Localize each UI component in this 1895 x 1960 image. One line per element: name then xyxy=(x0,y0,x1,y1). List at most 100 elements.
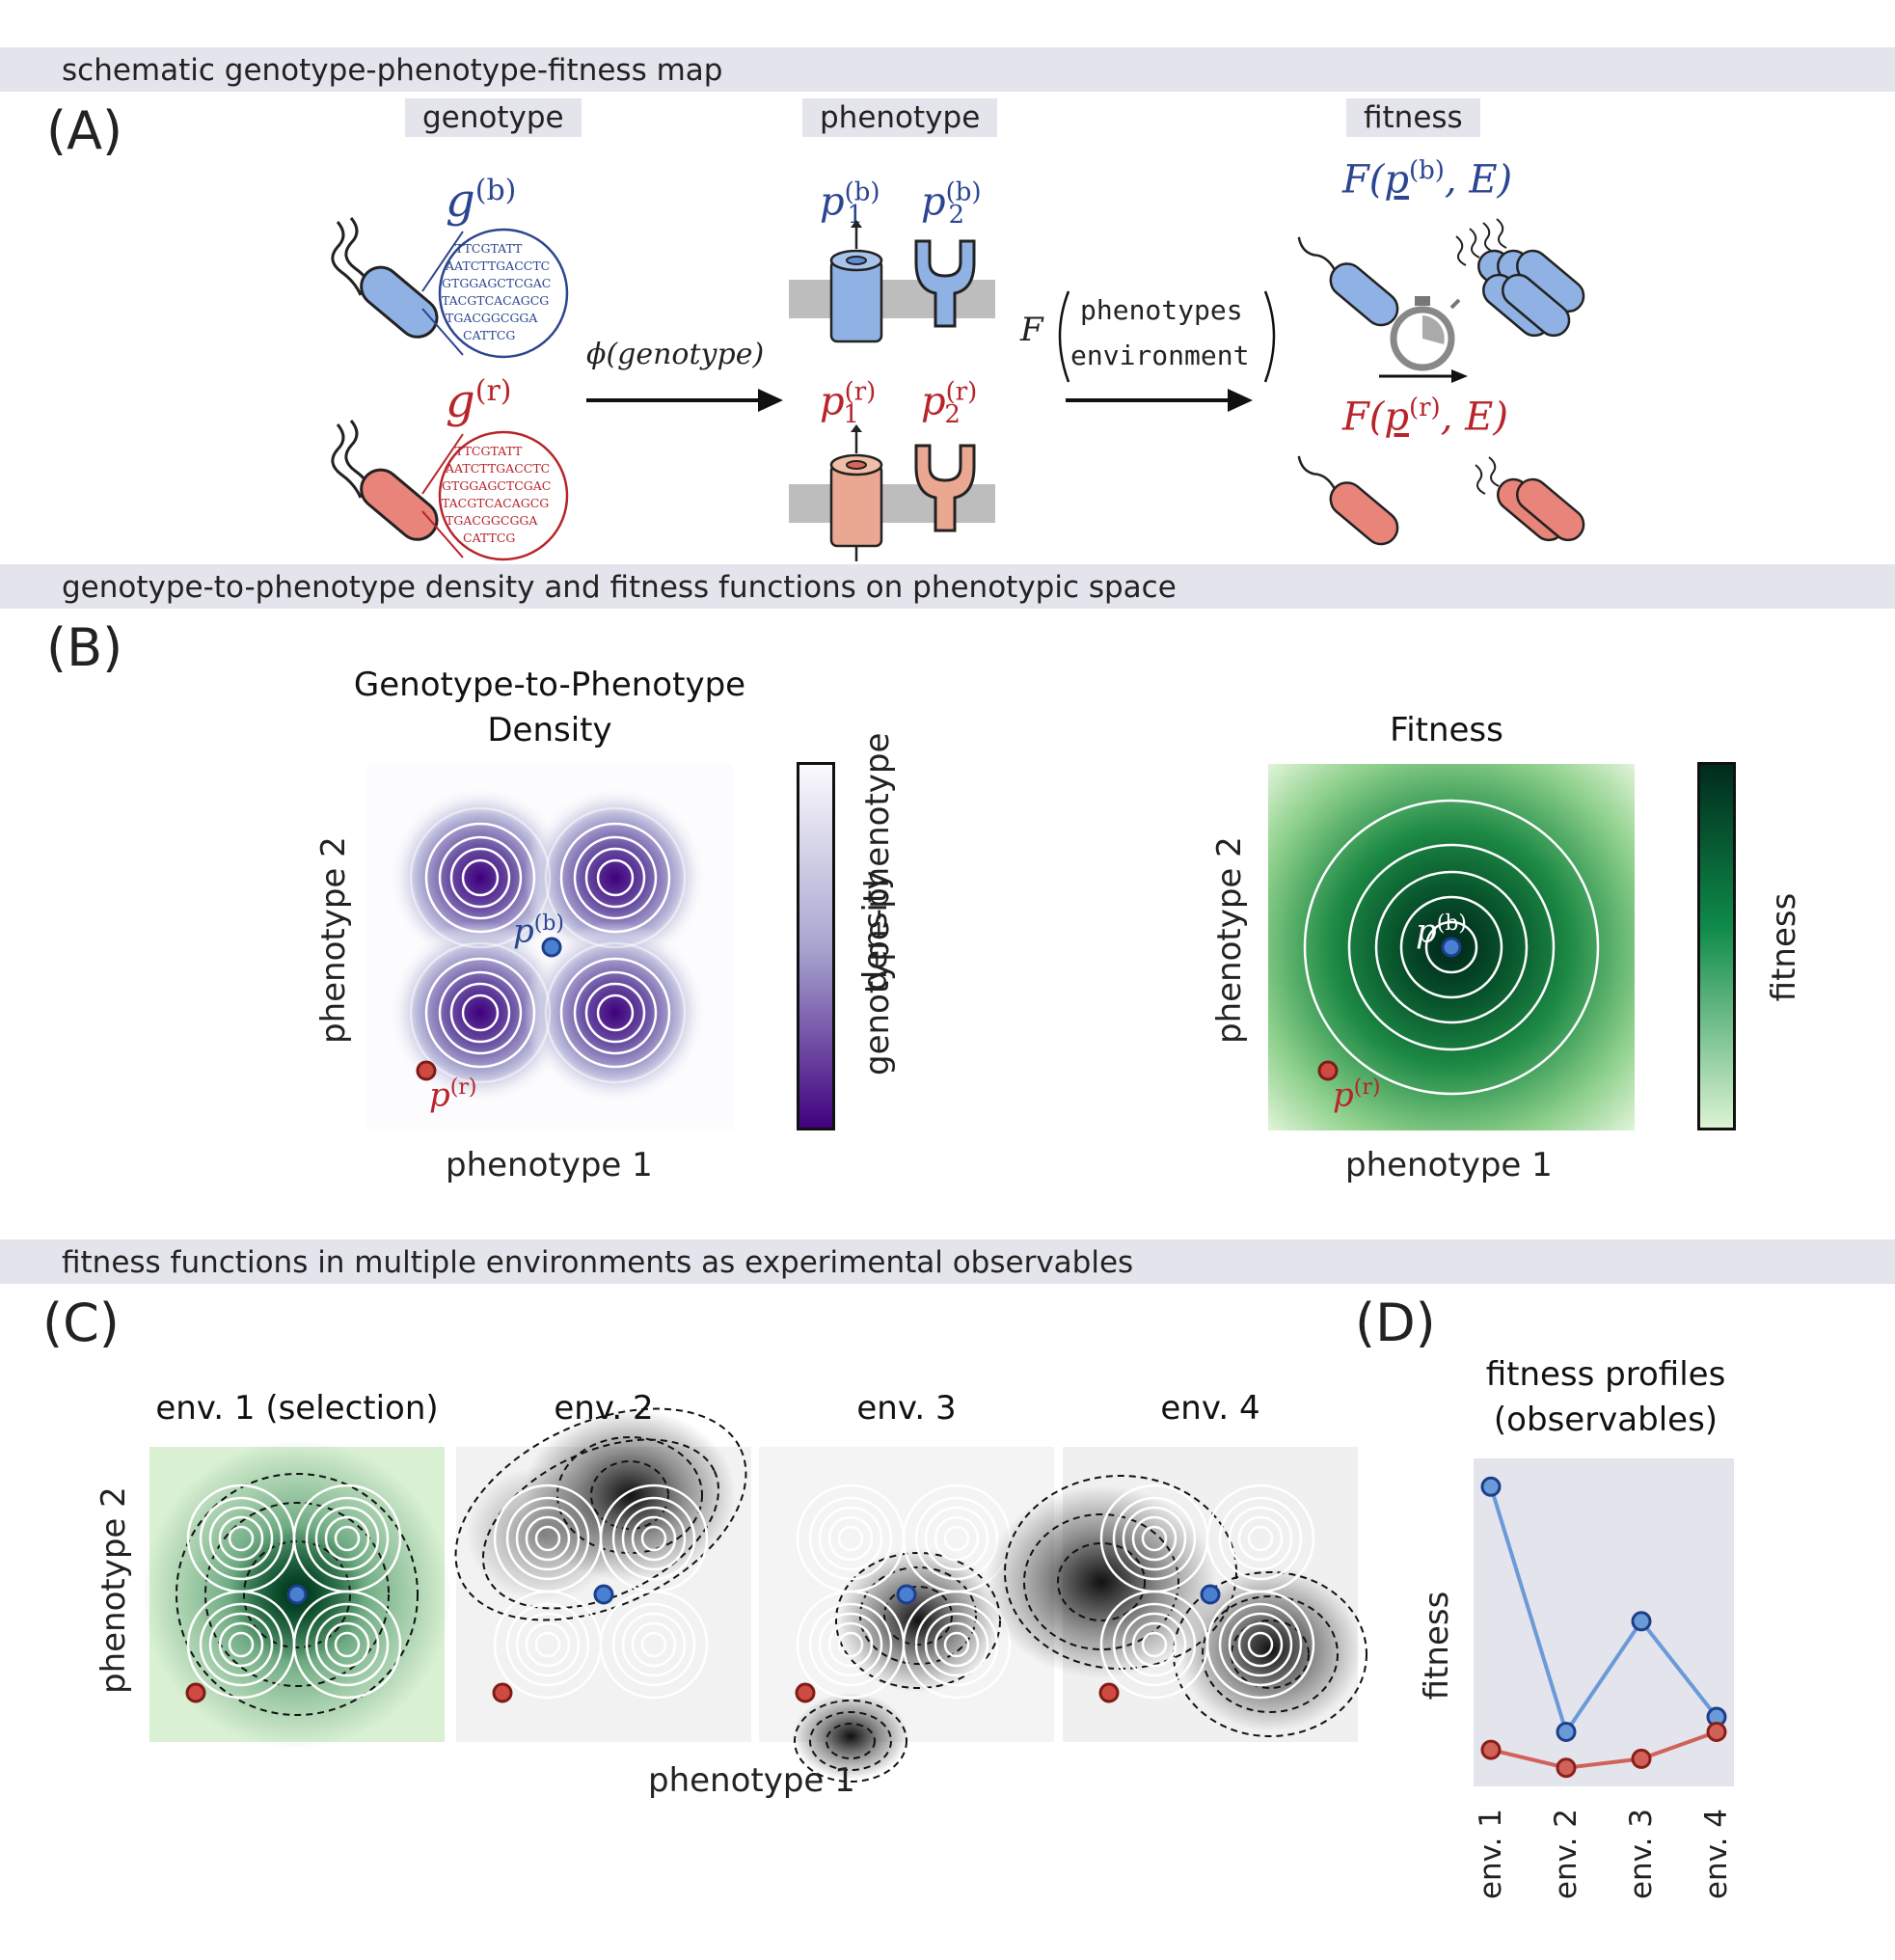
F-arg-phenotypes: phenotypes xyxy=(1080,294,1243,326)
env-density-contour xyxy=(599,1590,709,1700)
env-density-contour xyxy=(534,1525,561,1552)
dna-line: TACGTCACAGCG xyxy=(442,496,549,510)
fitness-p-r-label: p(r) xyxy=(1333,1075,1381,1115)
density-plot xyxy=(366,764,733,1130)
env-density-contour xyxy=(534,1631,561,1658)
env4-title: env. 4 xyxy=(1160,1389,1260,1428)
env-density-contour xyxy=(621,1612,687,1677)
panel-label-b: (B) xyxy=(46,617,123,678)
env-fitness-contour xyxy=(454,1407,747,1621)
env-density-contour xyxy=(314,1612,380,1677)
env2-plot xyxy=(454,1407,751,1742)
env1-plot xyxy=(143,1440,451,1749)
dna-line: GTGGAGCTCGAC xyxy=(442,478,551,493)
fitness-title: Fitness xyxy=(1390,711,1503,749)
density-colorbar-label-2: density xyxy=(856,870,895,992)
density-contour xyxy=(584,847,646,909)
density-contour xyxy=(409,941,552,1084)
env-density-contour xyxy=(631,1621,677,1668)
dna-line: TGACGGCGGA xyxy=(446,513,538,528)
env-density-contour xyxy=(837,1631,864,1658)
density-p-b-label: p(b) xyxy=(513,912,565,951)
time-arrow-icon xyxy=(1379,369,1468,383)
dna-line: AATCTTGACCTC xyxy=(445,461,550,476)
density-contour xyxy=(424,957,536,1069)
fitness-xlabel: phenotype 1 xyxy=(1345,1146,1553,1184)
density-peak xyxy=(524,786,707,969)
p1b-symbol: p xyxy=(820,179,845,225)
env-fitness-contour xyxy=(1057,1542,1146,1621)
genotype-tag: genotype xyxy=(405,98,582,137)
density-contour xyxy=(544,806,687,949)
env-fitness-contour xyxy=(590,1460,669,1530)
env-p-b-point xyxy=(593,1584,614,1605)
env-density-contour xyxy=(611,1496,696,1581)
env-density-contour xyxy=(324,1515,370,1562)
env-ylabel: phenotype 2 xyxy=(95,1486,133,1694)
env-density-contour xyxy=(515,1612,581,1677)
env-density-contour xyxy=(611,1602,696,1687)
F-arg-environment: environment xyxy=(1070,340,1250,371)
p1r-sub: 1 xyxy=(843,400,859,430)
density-contour xyxy=(584,982,646,1044)
density-contour xyxy=(544,941,687,1084)
profiles-title-line2: (observables) xyxy=(1493,1401,1719,1439)
density-contour xyxy=(596,858,635,897)
p2r-sub: 2 xyxy=(944,400,961,430)
env-density-contour xyxy=(640,1631,667,1658)
fitness-colorbar-label: fitness xyxy=(1765,892,1803,1002)
env4-plot xyxy=(986,1447,1367,1742)
fitness-contour xyxy=(1374,870,1529,1024)
env-density-contour xyxy=(631,1515,677,1562)
env-density-contour xyxy=(334,1525,361,1552)
phenotype-tag: phenotype xyxy=(802,98,998,137)
density-contour xyxy=(559,957,671,1069)
p1r-symbol: p xyxy=(820,379,845,424)
env-p-b-point xyxy=(896,1584,917,1605)
fitness-contour xyxy=(1303,799,1600,1096)
dna-line: GTGGAGCTCGAC xyxy=(442,276,551,290)
env-fitness-contour xyxy=(1023,1513,1179,1650)
density-peak xyxy=(389,786,572,969)
env-density-contour xyxy=(640,1525,667,1552)
env-density-contour xyxy=(924,1506,989,1571)
env-density-contour xyxy=(1228,1506,1293,1571)
density-ylabel: phenotype 2 xyxy=(314,836,353,1044)
p2r-sup: (r) xyxy=(945,378,978,407)
env-density-contour xyxy=(1247,1525,1274,1552)
dna-line: TGACGGCGGA xyxy=(446,311,538,325)
env-xlabel: phenotype 1 xyxy=(648,1761,855,1800)
env-density-contour xyxy=(934,1621,980,1668)
panel-label-c: (C) xyxy=(42,1293,120,1353)
dna-line: TTCGTATT xyxy=(455,241,523,256)
bacterium-dna-red-icon: TTCGTATT AATCTTGACCTC GTGGAGCTCGAC TACGT… xyxy=(331,420,569,561)
env-density-contour xyxy=(914,1602,999,1687)
env-density-contour xyxy=(924,1612,989,1677)
bacterium-dna-blue-icon: TTCGTATT AATCTTGACCTC GTGGAGCTCGAC TACGT… xyxy=(331,217,569,359)
env-density-contour xyxy=(827,1621,874,1668)
chart-background xyxy=(1474,1458,1734,1786)
genotype-b-label: g(b) xyxy=(446,174,516,228)
section-title-c: fitness functions in multiple environmen… xyxy=(62,1245,1134,1280)
fitness-tag: fitness xyxy=(1346,98,1480,137)
stopwatch-icon xyxy=(1390,296,1461,371)
env-density-contour xyxy=(208,1612,274,1677)
env-density-contour xyxy=(914,1496,999,1581)
env-density-contour xyxy=(505,1602,590,1687)
profile-tick-label: env. 4 xyxy=(1699,1809,1734,1900)
density-p-r-label: p(r) xyxy=(429,1075,477,1115)
panel-label-a: (A) xyxy=(46,100,123,161)
p2b-label: p(b)2 xyxy=(921,178,982,230)
section-title-b: genotype-to-phenotype density and fitnes… xyxy=(62,570,1177,605)
series-point xyxy=(1631,1611,1652,1632)
env-density-contour xyxy=(1228,1612,1293,1677)
env-density-contour xyxy=(525,1515,571,1562)
p1b-sub: 1 xyxy=(847,201,864,231)
env-p-r-point xyxy=(795,1682,816,1703)
density-xlabel: phenotype 1 xyxy=(446,1146,653,1184)
density-contour xyxy=(596,994,635,1032)
env-density-contour xyxy=(943,1525,970,1552)
series-point xyxy=(1556,1722,1577,1742)
genotype-r-sup: (r) xyxy=(474,374,512,408)
env-density-contour xyxy=(505,1496,590,1581)
